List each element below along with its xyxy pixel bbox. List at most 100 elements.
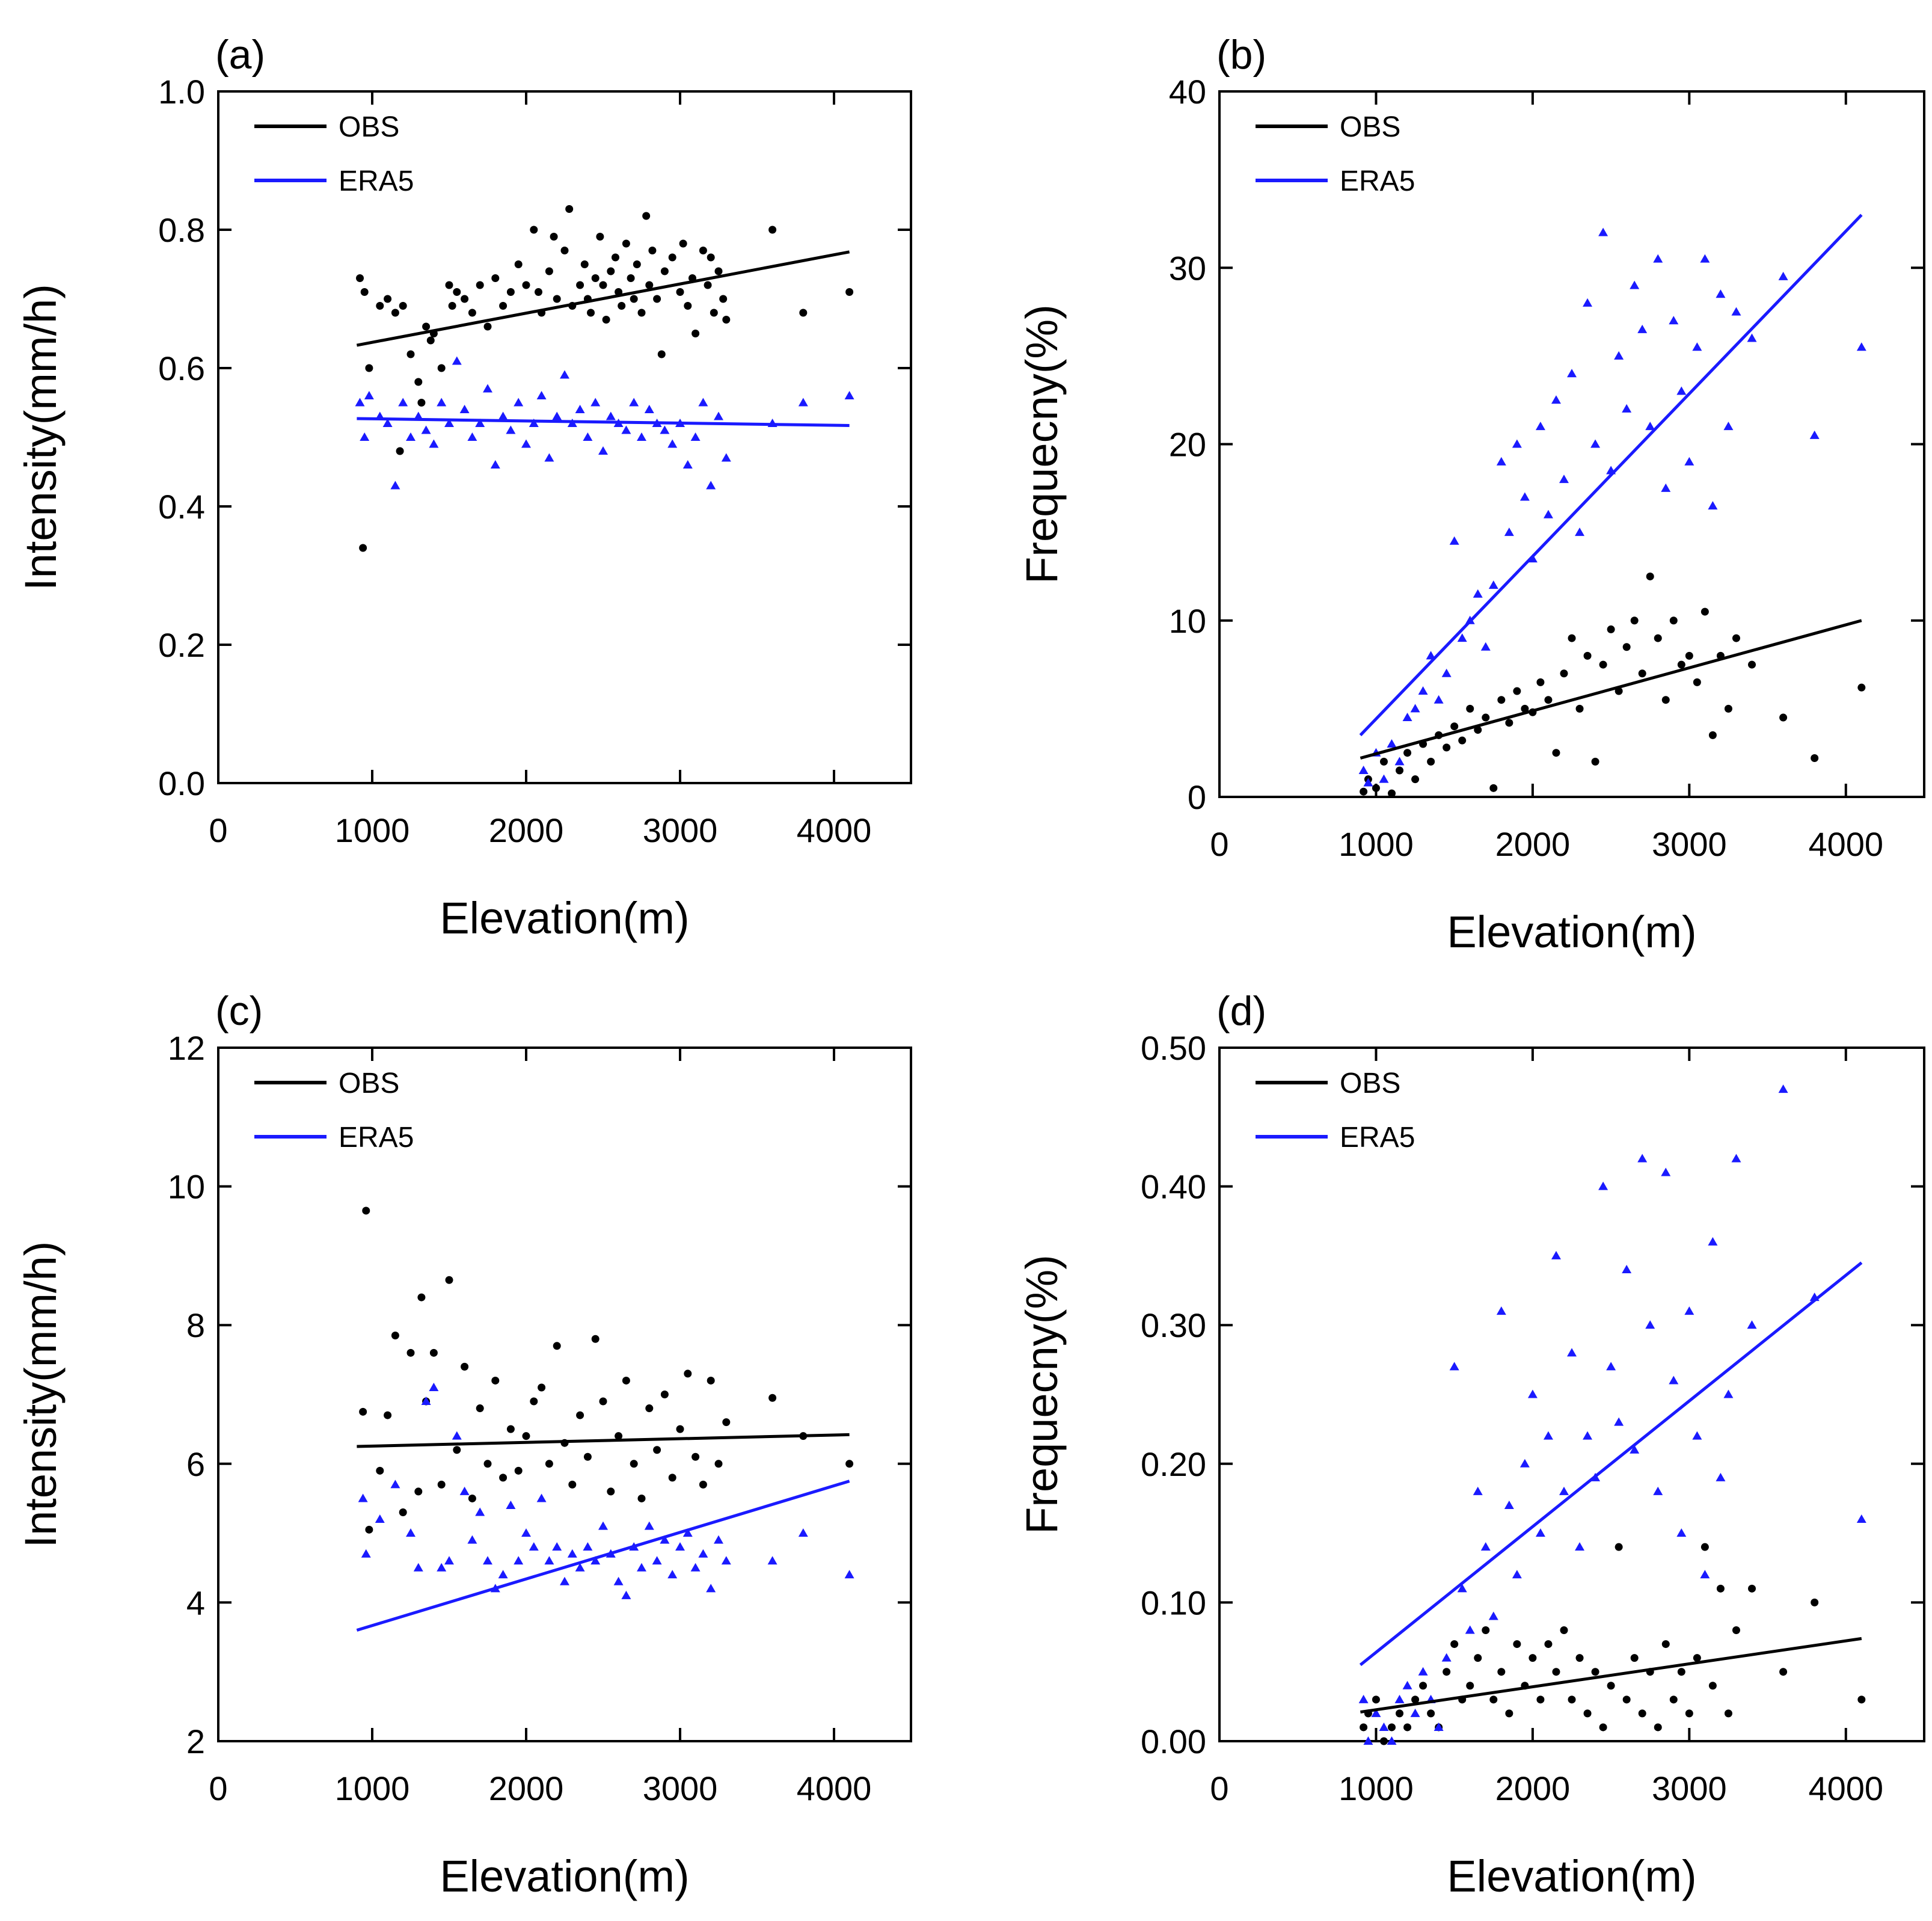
series-era5 bbox=[355, 356, 854, 490]
data-point-obs bbox=[637, 1494, 646, 1502]
data-point-obs bbox=[1560, 1626, 1568, 1635]
plot-frame bbox=[1218, 1047, 1925, 1742]
data-point-era5 bbox=[690, 432, 701, 441]
data-point-obs bbox=[1575, 1654, 1584, 1662]
data-point-obs bbox=[362, 1206, 370, 1215]
data-point-era5 bbox=[1504, 527, 1514, 536]
data-point-obs bbox=[1638, 1709, 1646, 1718]
trend-line-obs bbox=[357, 1433, 850, 1448]
data-point-obs bbox=[1568, 1695, 1576, 1704]
y-axis-label: Intensity(mm/h) bbox=[16, 284, 66, 591]
data-point-era5 bbox=[467, 1535, 477, 1544]
data-point-obs bbox=[668, 1474, 676, 1482]
data-point-obs bbox=[622, 239, 630, 248]
x-tick-label: 3000 bbox=[643, 811, 718, 849]
data-point-era5 bbox=[660, 1535, 670, 1544]
data-point-obs bbox=[576, 281, 584, 289]
data-point-era5 bbox=[1457, 633, 1467, 642]
data-point-obs bbox=[1599, 660, 1607, 669]
data-point-obs bbox=[1372, 1695, 1380, 1704]
data-point-obs bbox=[376, 302, 384, 310]
x-axis-label: Elevation(m) bbox=[440, 1851, 689, 1901]
data-point-obs bbox=[461, 295, 469, 303]
data-point-era5 bbox=[1387, 1736, 1397, 1745]
y-tick-label: 40 bbox=[1169, 73, 1206, 111]
data-point-obs bbox=[437, 1480, 446, 1489]
data-point-era5 bbox=[629, 398, 639, 407]
data-point-era5 bbox=[1723, 1389, 1734, 1398]
data-point-obs bbox=[722, 316, 731, 324]
data-point-era5 bbox=[459, 1486, 470, 1495]
data-point-era5 bbox=[606, 411, 616, 420]
series-era5 bbox=[1358, 227, 1866, 787]
data-point-era5 bbox=[706, 481, 716, 490]
data-point-era5 bbox=[452, 1431, 462, 1440]
data-point-era5 bbox=[1778, 271, 1788, 280]
data-point-obs bbox=[483, 1460, 492, 1468]
data-point-era5 bbox=[467, 432, 477, 441]
data-point-era5 bbox=[506, 425, 516, 434]
data-point-era5 bbox=[1598, 227, 1608, 236]
data-point-obs bbox=[1669, 1695, 1678, 1704]
data-point-era5 bbox=[652, 1556, 662, 1565]
x-tick-label: 4000 bbox=[1808, 1769, 1883, 1807]
data-point-obs bbox=[414, 378, 423, 386]
data-point-obs bbox=[799, 309, 808, 317]
x-tick-label: 1000 bbox=[1339, 825, 1414, 863]
data-point-obs bbox=[1521, 704, 1529, 713]
data-point-obs bbox=[1693, 678, 1701, 686]
data-point-era5 bbox=[1559, 1486, 1569, 1495]
data-point-era5 bbox=[1496, 1306, 1506, 1315]
y-tick-label: 1.0 bbox=[158, 73, 205, 111]
y-axis-label: Frequecny(%) bbox=[1017, 304, 1067, 584]
x-axis-label: Elevation(m) bbox=[1447, 1851, 1696, 1901]
y-tick-label: 10 bbox=[168, 1168, 205, 1206]
data-point-era5 bbox=[452, 356, 462, 365]
data-point-obs bbox=[704, 281, 712, 289]
data-point-era5 bbox=[1747, 1320, 1757, 1329]
data-point-era5 bbox=[521, 1528, 531, 1537]
data-point-obs bbox=[553, 1342, 561, 1350]
data-point-era5 bbox=[1692, 342, 1702, 351]
data-point-era5 bbox=[714, 1535, 723, 1544]
data-point-era5 bbox=[1614, 351, 1624, 360]
y-tick-label: 0.20 bbox=[1141, 1445, 1206, 1483]
series-obs bbox=[1360, 1543, 1866, 1745]
data-point-obs bbox=[845, 288, 854, 296]
data-point-obs bbox=[707, 1376, 715, 1385]
trend-line-era5 bbox=[356, 1480, 850, 1632]
data-point-era5 bbox=[1575, 527, 1585, 536]
data-point-obs bbox=[627, 274, 635, 282]
legend-label-obs: OBS bbox=[1340, 1068, 1400, 1099]
data-point-obs bbox=[1360, 787, 1368, 796]
data-point-era5 bbox=[590, 398, 601, 407]
plot-frame bbox=[217, 1047, 912, 1742]
data-point-obs bbox=[684, 1369, 692, 1378]
data-point-era5 bbox=[536, 391, 547, 399]
series-era5 bbox=[358, 1382, 854, 1599]
legend-label-era5: ERA5 bbox=[339, 1122, 414, 1154]
data-point-obs bbox=[1654, 1723, 1662, 1732]
data-point-era5 bbox=[1488, 580, 1498, 589]
data-point-obs bbox=[1372, 784, 1380, 792]
legend-label-era5: ERA5 bbox=[339, 165, 414, 197]
data-point-obs bbox=[1443, 743, 1451, 752]
data-point-obs bbox=[545, 1460, 553, 1468]
data-point-era5 bbox=[575, 405, 585, 413]
data-point-era5 bbox=[361, 1549, 371, 1558]
data-point-obs bbox=[1700, 607, 1709, 616]
data-point-obs bbox=[1669, 616, 1678, 625]
y-tick-label: 8 bbox=[186, 1306, 205, 1344]
data-point-obs bbox=[1379, 757, 1388, 766]
data-point-obs bbox=[384, 1411, 392, 1419]
x-tick-label: 2000 bbox=[489, 811, 564, 849]
data-point-era5 bbox=[721, 1556, 731, 1565]
data-point-era5 bbox=[1567, 1348, 1577, 1357]
data-point-era5 bbox=[1402, 713, 1412, 722]
data-point-obs bbox=[499, 302, 508, 310]
data-point-obs bbox=[1591, 757, 1599, 766]
data-point-era5 bbox=[1716, 289, 1726, 298]
data-point-obs bbox=[1489, 1695, 1498, 1704]
data-point-obs bbox=[406, 1348, 415, 1357]
